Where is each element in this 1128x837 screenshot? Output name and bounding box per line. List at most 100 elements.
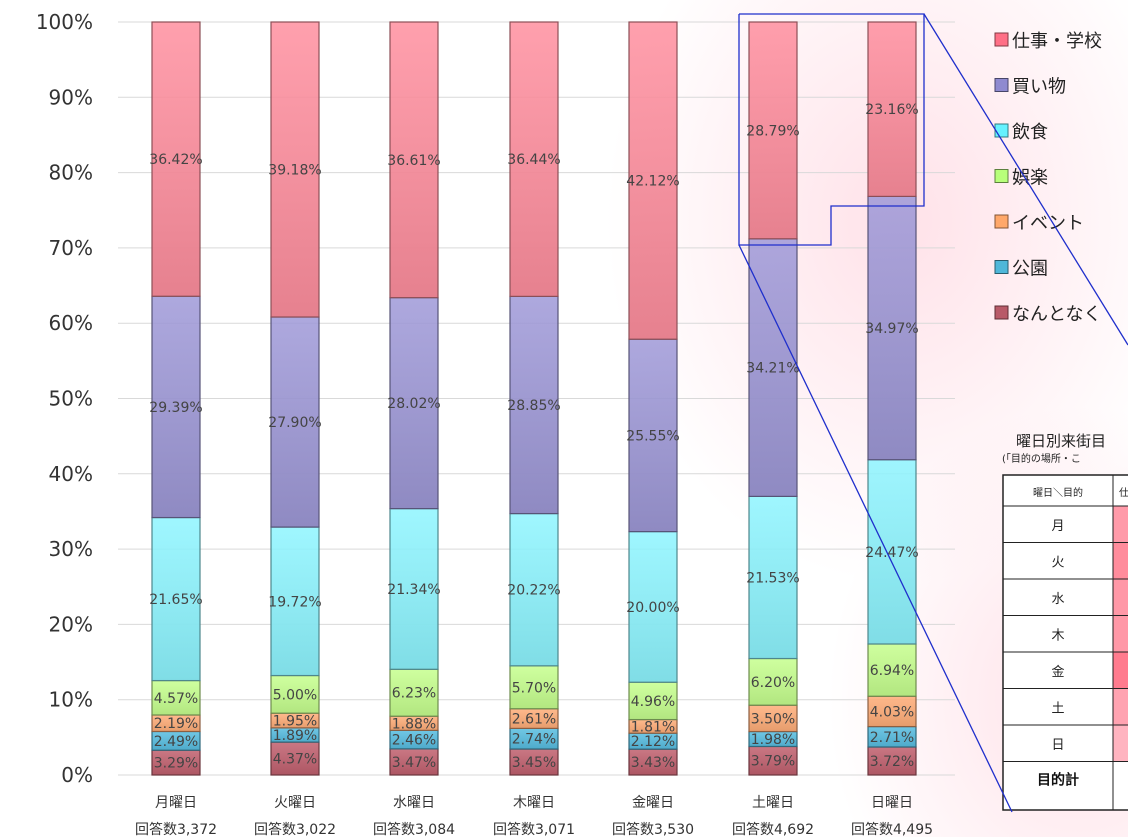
bar-segment <box>748 495 798 660</box>
data-label: 6.20% <box>751 675 795 691</box>
legend-label: なんとなく <box>1012 304 1101 325</box>
data-label: 4.57% <box>154 691 198 707</box>
data-label: 6.23% <box>392 686 436 702</box>
segment-labels: 3.29% 2.49% 2.19% 4.57% 21.65% 29.39% 36.42% 4.… <box>149 102 918 771</box>
bar-segment <box>867 746 917 776</box>
bar-segment <box>151 295 201 519</box>
data-label: 3.29% <box>154 756 198 772</box>
x-sub-label: 回答数4,692 <box>732 821 814 837</box>
bar-segment <box>628 531 678 683</box>
data-label: 1.89% <box>273 728 317 744</box>
data-label: 25.55% <box>626 428 679 444</box>
y-tick-label: 90% <box>49 85 93 109</box>
data-label: 6.94% <box>870 663 914 679</box>
bar-segment <box>628 21 678 340</box>
legend-swatch <box>994 123 1009 138</box>
data-label: 42.12% <box>626 174 679 190</box>
data-label: 5.00% <box>273 687 317 703</box>
bar-segment <box>867 695 917 728</box>
data-label: 39.18% <box>268 162 321 178</box>
legend-label: 娯楽 <box>1012 168 1048 189</box>
bar-segment <box>867 21 917 197</box>
x-tick-label: 金曜日 <box>632 795 674 811</box>
data-label: 3.45% <box>512 755 556 771</box>
bar-segment <box>867 459 917 645</box>
data-label: 27.90% <box>268 415 321 431</box>
table-row-label: 金 <box>1051 664 1064 680</box>
x-sub-label: 回答数3,071 <box>493 821 575 837</box>
bar-segment <box>748 704 798 733</box>
table-header-cell: 曜日＼目的 <box>1033 486 1083 499</box>
legend-swatch <box>994 260 1009 274</box>
data-label: 1.88% <box>392 716 436 732</box>
data-label: 3.43% <box>631 755 675 771</box>
x-sub-label: 回答数4,495 <box>851 821 933 837</box>
table-total-label: 目的計 <box>1037 772 1079 789</box>
bar-segment <box>389 297 439 510</box>
data-label: 36.61% <box>387 153 440 169</box>
data-label: 3.72% <box>870 754 914 770</box>
table-subtitle: (「目的の場所・こ <box>1002 452 1081 465</box>
table-row-label: 木 <box>1051 629 1064 644</box>
data-label: 3.50% <box>751 711 795 727</box>
table-heat-cell <box>1113 652 1128 688</box>
table-row-label: 火 <box>1051 556 1064 571</box>
data-label: 24.47% <box>865 545 918 561</box>
bar-segment <box>509 295 559 515</box>
legend-swatch <box>994 32 1009 47</box>
bar-segment <box>389 21 439 299</box>
y-tick-label: 50% <box>49 387 93 411</box>
data-label: 1.98% <box>751 732 795 748</box>
table-row-label: 日 <box>1051 738 1064 753</box>
data-label: 36.44% <box>507 152 560 168</box>
table-heat-cell <box>1113 616 1128 652</box>
bar-segment <box>389 508 439 670</box>
y-tick-label: 10% <box>49 688 93 712</box>
bar-segment <box>270 741 320 776</box>
legend-label: 飲食 <box>1012 122 1048 143</box>
data-label: 2.46% <box>392 733 436 749</box>
bar-segment <box>867 195 917 461</box>
data-label: 2.71% <box>870 730 914 746</box>
legend-swatch <box>994 169 1009 183</box>
data-label: 21.53% <box>746 570 799 586</box>
data-label: 1.95% <box>273 714 317 730</box>
data-label: 21.65% <box>149 592 202 608</box>
y-tick-label: 100% <box>36 10 93 34</box>
data-label: 21.34% <box>387 582 440 598</box>
table-title: 曜日別来街目 <box>1016 432 1106 450</box>
bar-segment <box>389 748 439 776</box>
y-axis: 0% 10% 20% 30% 40% 50% 60% 70% 80% 90% 100% <box>36 10 93 787</box>
bars <box>151 21 917 776</box>
table-header-cell: 仕 <box>1119 486 1128 499</box>
x-tick-label: 水曜日 <box>393 795 435 811</box>
data-label: 23.16% <box>865 102 918 118</box>
data-label: 19.72% <box>268 594 321 610</box>
x-sub-label: 回答数3,022 <box>254 821 336 837</box>
x-tick-label: 木曜日 <box>513 795 555 811</box>
y-tick-label: 70% <box>49 236 93 260</box>
data-label: 34.21% <box>746 361 799 377</box>
data-label: 2.49% <box>154 734 198 750</box>
data-label: 34.97% <box>865 321 918 337</box>
data-label: 29.39% <box>149 400 202 416</box>
x-tick-label: 日曜日 <box>871 795 913 811</box>
data-label: 28.02% <box>387 396 440 412</box>
data-label: 36.42% <box>149 152 202 168</box>
table-row-label: 土 <box>1051 702 1064 717</box>
y-tick-label: 30% <box>49 537 93 561</box>
data-label: 3.47% <box>392 755 436 771</box>
bar-segment <box>748 745 798 776</box>
zoom-connector-line <box>738 244 1013 813</box>
data-label: 2.12% <box>631 734 675 750</box>
data-label: 2.19% <box>154 716 198 732</box>
bar-segment <box>509 21 559 297</box>
data-label: 20.22% <box>507 583 560 599</box>
bar-segment <box>509 748 559 776</box>
legend-swatch <box>994 305 1009 320</box>
x-sub-label: 回答数3,084 <box>373 821 455 837</box>
table-heat-cell <box>1113 689 1128 725</box>
zoom-connector-line <box>923 13 1128 346</box>
zoom-callout <box>738 13 1128 813</box>
